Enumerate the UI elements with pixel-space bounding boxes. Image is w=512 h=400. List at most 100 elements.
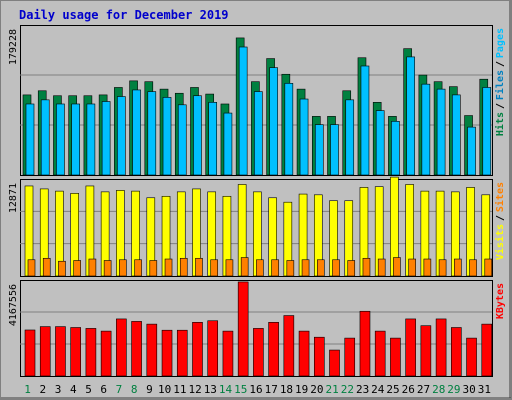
bar-sites [88,258,97,277]
x-tick-label: 28 [432,383,445,396]
bar-sites [27,259,36,277]
bar-kbytes [161,329,173,377]
x-tick-label: 6 [100,383,107,396]
bar-sites [103,260,112,277]
x-tick-label: 29 [447,383,460,396]
bar-files [177,104,187,176]
bar-kbytes [344,337,356,377]
bar-files [284,83,294,176]
legend-item-hits_files_pages-4: Hits [494,112,506,136]
bar-sites [210,259,219,277]
x-tick-label: 8 [131,383,138,396]
bar-sites [393,257,401,277]
bar-files [299,98,309,176]
bar-sites [134,259,142,277]
bar-kbytes [176,329,188,377]
bar-kbytes [131,321,142,377]
bar-sites [316,259,325,277]
legend-item-hits_files_pages-0: Pages [495,28,506,58]
bar-files [269,67,278,176]
bar-kbytes [24,329,36,377]
bar-sites [301,259,310,277]
bar-kbytes [466,337,477,377]
bar-files [86,103,96,176]
x-tick-label: 30 [463,383,476,396]
x-tick-label: 15 [234,383,247,396]
x-tick-label: 5 [85,383,92,396]
bar-sites [179,257,188,277]
bar-sites [408,258,416,277]
bar-kbytes [146,323,158,377]
bar-files [375,110,385,176]
x-tick-label: 26 [402,383,415,396]
bar-sites [362,257,371,277]
bar-files [147,91,157,176]
x-tick-label: 25 [386,383,399,396]
legend-item-hits_files_pages-1: / [495,61,506,67]
bar-files [117,96,126,176]
bar-files [40,99,50,176]
x-tick-label: 9 [146,383,153,396]
legend-item-hits_files_pages-2: Files [494,70,506,100]
legend-item-hits_files_pages-3: / [495,103,506,109]
bar-kbytes [283,315,295,377]
bar-kbytes [481,323,493,377]
scale-label-visits_sites: 12871 [8,183,19,213]
bar-sites [469,259,477,277]
x-tick-label: 7 [116,383,123,396]
bar-kbytes [85,328,97,377]
x-tick-label: 19 [295,383,308,396]
bar-files [406,56,415,176]
legend-item-visits_sites-1: / [495,215,506,221]
bar-sites [164,258,173,277]
bar-files [452,94,461,176]
bar-kbytes [253,328,264,377]
bar-files [360,65,370,176]
bar-files [101,101,111,176]
x-tick-label: 11 [173,383,186,396]
x-tick-label: 13 [204,383,217,396]
bar-kbytes [237,281,249,377]
x-tick-label: 22 [341,383,354,396]
bar-sites [454,258,462,277]
bar-sites [377,258,386,277]
bar-kbytes [390,337,401,377]
x-tick-label: 17 [265,383,278,396]
bar-files [56,103,65,176]
x-tick-label: 2 [40,383,47,396]
bar-sites [58,260,66,277]
bar-sites [347,260,356,277]
x-tick-label: 27 [417,383,430,396]
bar-kbytes [374,330,386,377]
bar-kbytes [313,336,325,377]
bar-files [25,103,35,176]
bar-kbytes [405,318,416,377]
bar-kbytes [192,322,203,377]
bar-sites [484,258,493,277]
bar-kbytes [222,330,234,377]
bar-kbytes [70,327,81,377]
bar-files [330,124,339,176]
x-tick-label: 21 [326,383,339,396]
bar-files [193,95,202,176]
x-tick-label: 4 [70,383,77,396]
bar-kbytes [420,325,432,377]
x-tick-label: 20 [310,383,323,396]
x-tick-label: 14 [219,383,233,396]
bar-files [314,124,324,176]
bar-files [238,46,248,176]
bar-kbytes [435,318,447,377]
x-tick-label: 31 [478,383,491,396]
x-tick-label: 16 [249,383,262,396]
bar-sites [73,260,81,277]
legend-item-kbytes-0: KBytes [495,283,506,319]
x-tick-label: 3 [55,383,62,396]
bar-files [132,89,141,176]
bar-sites [438,259,447,277]
bar-kbytes [100,330,112,377]
bar-sites [119,259,127,277]
bar-kbytes [359,310,371,377]
bar-files [421,83,431,176]
